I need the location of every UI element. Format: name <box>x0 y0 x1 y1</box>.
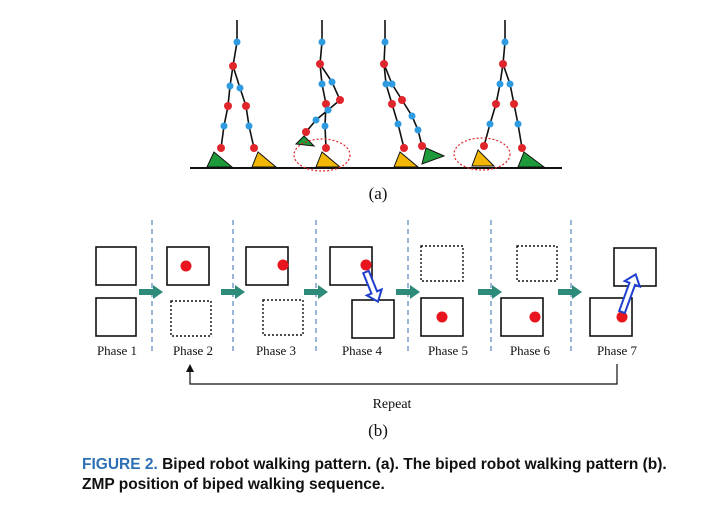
panel-a-label: (a) <box>369 184 388 203</box>
caption-text: Biped robot walking pattern. (a). The bi… <box>82 456 667 493</box>
phase-transition-arrows <box>139 285 582 299</box>
phase-label: Phase 7 <box>597 343 638 358</box>
zmp-dot <box>529 311 541 323</box>
transition-arrow-icon <box>478 285 502 299</box>
repeat-loop-arrow <box>186 364 618 385</box>
phase-label: Phase 1 <box>97 343 137 358</box>
robot-figure-3 <box>380 20 446 168</box>
zmp-dot <box>616 311 628 323</box>
zmp-highlight-ellipse <box>453 137 511 171</box>
phase-label: Phase 4 <box>342 343 383 358</box>
foot-green-icon <box>294 135 316 147</box>
foot-green-icon <box>206 151 234 168</box>
phase-4-diagram <box>329 246 395 339</box>
zmp-shift-arrow-icon <box>617 272 642 315</box>
phase-label: Phase 3 <box>256 343 296 358</box>
transition-arrow-icon <box>396 285 420 299</box>
phase-label: Phase 2 <box>173 343 213 358</box>
transition-arrow-icon <box>304 285 328 299</box>
phase-label: Phase 6 <box>510 343 551 358</box>
transition-arrow-icon <box>558 285 582 299</box>
zmp-dot <box>436 311 448 323</box>
repeat-label: Repeat <box>373 397 412 412</box>
foot-yellow-icon <box>471 149 496 167</box>
robot-figure-4 <box>453 20 546 171</box>
panel-b-zmp-sequence: Phase 1 Phase 2 Phase 3 Phase 4 Phase 5 … <box>95 220 657 440</box>
foot-green-icon <box>421 147 446 165</box>
robot-figure-2 <box>293 20 351 172</box>
transition-arrow-icon <box>139 285 163 299</box>
foot-yellow-icon <box>393 151 420 168</box>
zmp-shift-arrow-icon <box>361 269 384 304</box>
robot-figure-1 <box>206 20 278 168</box>
panel-a-walking-pattern: (a) <box>190 20 562 203</box>
transition-arrow-icon <box>221 285 245 299</box>
phase-5-diagram <box>420 245 464 337</box>
phase-2-diagram <box>166 246 212 337</box>
zmp-dot <box>360 259 372 271</box>
phase-3-diagram <box>245 246 304 336</box>
foot-green-icon <box>517 151 546 168</box>
phase-1-diagram <box>95 246 137 337</box>
phase-7-diagram <box>589 247 657 337</box>
foot-yellow-icon <box>315 151 342 168</box>
phase-6-diagram <box>500 245 558 337</box>
zmp-dot <box>277 259 289 271</box>
phase-label: Phase 5 <box>428 343 468 358</box>
figure-number: FIGURE 2. <box>82 456 158 473</box>
foot-yellow-icon <box>251 151 278 168</box>
zmp-highlight-ellipse <box>293 138 351 172</box>
panel-b-label: (b) <box>368 421 388 440</box>
phase-separators <box>151 220 572 352</box>
figure-caption: FIGURE 2. Biped robot walking pattern. (… <box>82 455 682 495</box>
zmp-dot <box>180 260 192 272</box>
